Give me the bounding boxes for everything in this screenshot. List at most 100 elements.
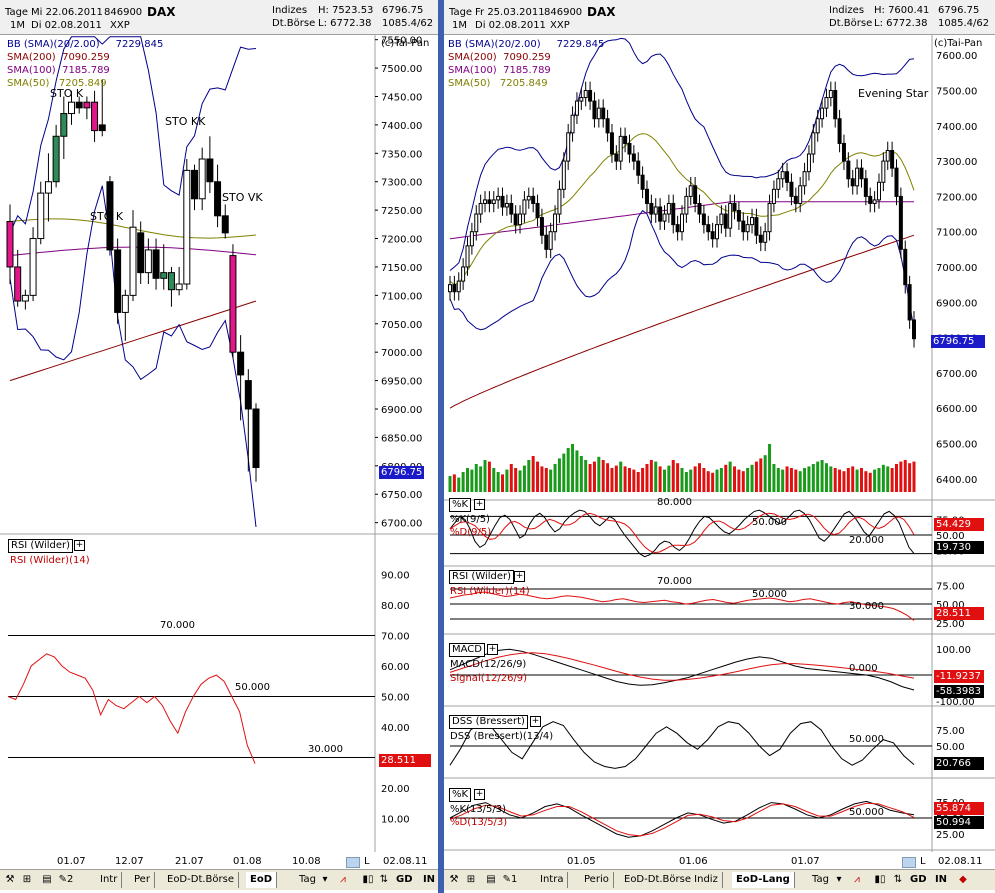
right-sto-fast-title[interactable]: %K bbox=[449, 498, 472, 512]
right-rsi-add-button[interactable]: + bbox=[514, 571, 525, 582]
left-rsi-add-button[interactable]: + bbox=[74, 540, 85, 551]
right-rsi-title[interactable]: RSI (Wilder) bbox=[449, 570, 515, 584]
volume-bar bbox=[768, 444, 772, 492]
draw-icon[interactable]: ✎2 bbox=[58, 874, 74, 885]
tab-period[interactable]: Perio bbox=[580, 872, 614, 888]
left-exchange-code: XXP bbox=[110, 20, 130, 31]
grid-icon[interactable]: ⊞ bbox=[466, 874, 476, 885]
candle-body bbox=[496, 195, 501, 201]
diamond-icon[interactable]: ◆ bbox=[959, 874, 967, 885]
volume-bar bbox=[855, 469, 859, 492]
left-scale-l[interactable]: L bbox=[364, 856, 370, 867]
y-tick-label: 6500.00 bbox=[936, 440, 977, 451]
print-icon[interactable]: ▤ bbox=[486, 874, 496, 885]
grid-icon[interactable]: ⊞ bbox=[22, 874, 32, 885]
tab-period[interactable]: Per bbox=[130, 872, 155, 888]
right-macd-add-button[interactable]: + bbox=[487, 644, 498, 655]
volume-bar bbox=[452, 474, 456, 492]
candle-body bbox=[723, 213, 728, 229]
left-last: 6796.75 bbox=[382, 5, 424, 16]
right-sto-slow-add-button[interactable]: + bbox=[474, 789, 485, 800]
period-select[interactable]: Tag bbox=[812, 874, 829, 885]
right-sto-fast-add-button[interactable]: + bbox=[474, 499, 485, 510]
right-header: Tage Fr 25.03.2011 846900 DAX Indizes H:… bbox=[444, 0, 995, 35]
right-rsi-legend: RSI (Wilder)(14) bbox=[450, 586, 530, 597]
candle-body bbox=[706, 224, 711, 233]
right-dss-add-button[interactable]: + bbox=[530, 716, 541, 727]
left-rsi-title[interactable]: RSI (Wilder) bbox=[8, 539, 74, 553]
candle-body bbox=[144, 249, 152, 274]
hammer-icon[interactable]: ⚒ bbox=[449, 874, 459, 885]
hammer-icon[interactable]: ⚒ bbox=[5, 874, 15, 885]
tab-eod-dt-boerse-indiz[interactable]: EoD-Dt.Börse Indiz bbox=[620, 872, 723, 888]
volume-bar bbox=[807, 466, 811, 492]
tab-intraday[interactable]: Intra bbox=[536, 872, 569, 888]
right-macd-label: MACD(12/26/9) bbox=[450, 659, 527, 670]
left-date-label: 01.08 bbox=[233, 856, 262, 867]
volume-bar bbox=[746, 468, 750, 492]
candle-body bbox=[859, 167, 864, 180]
right-scroll-box[interactable] bbox=[902, 857, 916, 868]
left-rsi-legend: RSI (Wilder)(14) bbox=[10, 555, 90, 566]
volume-bar bbox=[522, 465, 526, 492]
gd-button[interactable]: GD bbox=[396, 874, 413, 885]
y-tick-label: 6700.00 bbox=[936, 369, 977, 380]
candle-body bbox=[456, 280, 461, 293]
volume-bar bbox=[474, 464, 478, 492]
volume-bar bbox=[518, 470, 522, 492]
tab-eod-lang[interactable]: EoD-Lang bbox=[732, 872, 795, 888]
left-exchange: Dt.Börse bbox=[272, 18, 316, 29]
in-button[interactable]: IN bbox=[422, 874, 436, 885]
volume-bar bbox=[894, 464, 898, 492]
volume-bar bbox=[754, 461, 758, 492]
right-signal-tag: -58.3983 bbox=[934, 685, 984, 698]
right-dss-title[interactable]: DSS (Bressert) bbox=[449, 715, 528, 729]
left-scroll-box[interactable] bbox=[346, 857, 360, 868]
left-zoom[interactable]: 1M bbox=[10, 20, 25, 31]
candle-icon[interactable]: ▮▯ bbox=[874, 874, 886, 885]
right-volume: 1085.4/62 bbox=[938, 18, 990, 29]
left-low: L: 6772.38 bbox=[318, 18, 372, 29]
chart-type-icon[interactable]: ⩘ bbox=[340, 874, 346, 885]
sto-fast-d-line bbox=[449, 512, 915, 554]
candle-body bbox=[448, 284, 452, 293]
draw-icon[interactable]: ✎1 bbox=[502, 874, 518, 885]
y-tick-label: 7000.00 bbox=[381, 348, 422, 359]
right-exchange-group: Indizes bbox=[829, 5, 865, 16]
tab-intraday[interactable]: Intr bbox=[96, 872, 123, 888]
arrows-icon[interactable]: ⇅ bbox=[893, 874, 903, 885]
rsi-y-tick-label: 10.00 bbox=[381, 815, 410, 826]
candle-body bbox=[680, 213, 684, 233]
right-sto-slow-title[interactable]: %K bbox=[449, 788, 472, 802]
volume-bar bbox=[461, 472, 465, 492]
chevron-down-icon[interactable]: ▾ bbox=[836, 874, 842, 885]
candle-body bbox=[214, 181, 222, 217]
volume-bar bbox=[597, 456, 601, 492]
in-button[interactable]: IN bbox=[934, 874, 948, 885]
right-macd-title[interactable]: MACD bbox=[449, 643, 485, 657]
gd-button[interactable]: GD bbox=[910, 874, 927, 885]
right-sto-fast-k-label: %K(9/5) bbox=[450, 514, 490, 525]
left-date-label: 10.08 bbox=[292, 856, 321, 867]
candle-icon[interactable]: ▮▯ bbox=[362, 874, 374, 885]
right-rsi-level-70: 70.000 bbox=[657, 576, 692, 587]
panel-divider[interactable] bbox=[438, 0, 444, 893]
y-tick-label: 7400.00 bbox=[936, 122, 977, 133]
period-select[interactable]: Tag bbox=[299, 874, 316, 885]
chart-type-icon[interactable]: ⩘ bbox=[854, 874, 860, 885]
candle-body bbox=[675, 224, 680, 233]
arrows-icon[interactable]: ⇅ bbox=[379, 874, 389, 885]
chevron-down-icon[interactable]: ▾ bbox=[322, 874, 328, 885]
tab-eod-dt-boerse[interactable]: EoD-Dt.Börse bbox=[163, 872, 239, 888]
y-tick-label: 7100.00 bbox=[936, 228, 977, 239]
right-high: H: 7600.41 bbox=[874, 5, 930, 16]
y-tick-label: 6900.00 bbox=[381, 405, 422, 416]
volume-bar bbox=[601, 460, 605, 492]
right-zoom[interactable]: 1M bbox=[452, 20, 467, 31]
print-icon[interactable]: ▤ bbox=[42, 874, 52, 885]
right-scale-l[interactable]: L bbox=[920, 856, 926, 867]
tab-eod[interactable]: EoD bbox=[246, 872, 278, 888]
volume-bar bbox=[781, 469, 785, 492]
right-legend-sma100: SMA(100) 7185.789 bbox=[448, 65, 551, 76]
candle-body bbox=[719, 213, 724, 226]
